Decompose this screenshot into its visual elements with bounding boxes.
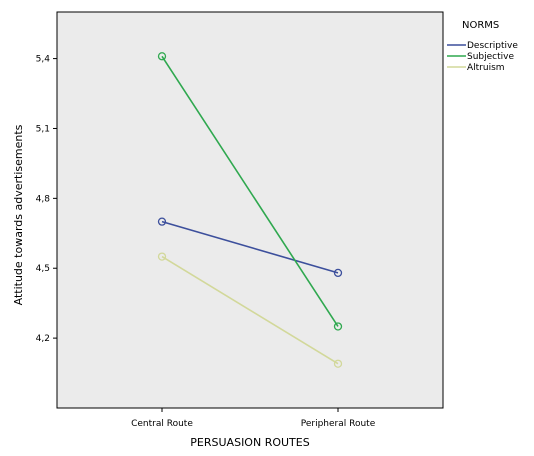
x-axis: Central Route Peripheral Route (131, 408, 376, 429)
data-point-subjective (157, 52, 167, 61)
data-point-subjective (333, 322, 343, 331)
legend-title: NORMS (462, 20, 499, 31)
y-tick-label: 4,8 (36, 194, 51, 204)
y-axis: 4,2 4,5 4,8 5,1 5,4 (36, 55, 57, 344)
series-line-descriptive (161, 220, 339, 274)
y-tick-label: 5,1 (36, 124, 50, 134)
data-point-descriptive (157, 217, 167, 226)
series-line-altruism (161, 255, 339, 365)
plot-area (56, 11, 444, 409)
legend-label-altruism: Altruism (467, 63, 505, 73)
series-line-subjective (161, 55, 339, 327)
y-axis-title: Attitude towards advertisements (12, 124, 25, 305)
y-tick-label: 5,4 (36, 55, 51, 65)
x-tick-label: Peripheral Route (301, 419, 376, 429)
series-points (157, 52, 343, 368)
data-point-descriptive (333, 268, 343, 278)
legend-label-descriptive: Descriptive (467, 41, 518, 51)
data-point-altruism (333, 359, 343, 368)
y-tick-label: 4,2 (36, 334, 50, 344)
data-point-altruism (157, 252, 167, 261)
y-tick-label: 4,5 (36, 264, 50, 274)
x-tick-label: Central Route (131, 419, 193, 429)
x-axis-title: PERSUASION ROUTES (190, 436, 309, 449)
series-lines (161, 55, 339, 365)
legend-label-subjective: Subjective (467, 52, 514, 62)
